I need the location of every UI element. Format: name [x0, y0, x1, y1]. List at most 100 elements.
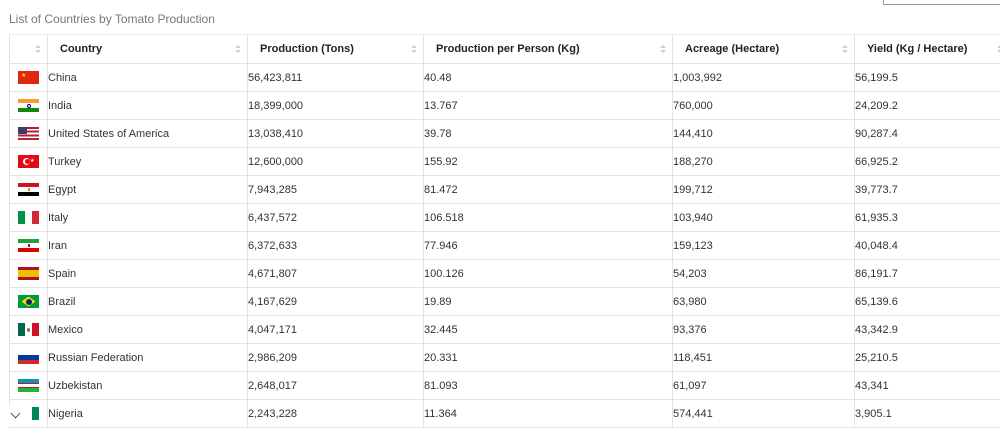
- china-flag-icon: ★: [18, 71, 39, 84]
- flag-cell: [10, 176, 48, 204]
- per-person-cell: 13.767: [424, 92, 673, 120]
- table-header-row: Country Production (Tons) Production per P…: [10, 35, 1000, 64]
- acreage-cell: 188,270: [673, 148, 855, 176]
- flag-cell: [10, 344, 48, 372]
- production-cell: 12,600,000: [248, 148, 424, 176]
- country-cell: Brazil: [48, 288, 248, 316]
- yield-cell: 3,905.1: [855, 400, 1000, 428]
- acreage-cell: 93,376: [673, 316, 855, 344]
- flag-cell: [10, 372, 48, 400]
- per-person-cell: 155.92: [424, 148, 673, 176]
- per-person-cell: 20.331: [424, 344, 673, 372]
- per-person-cell: 81.093: [424, 372, 673, 400]
- production-cell: 4,167,629: [248, 288, 424, 316]
- country-cell: United States of America: [48, 120, 248, 148]
- sort-icon[interactable]: [842, 45, 848, 54]
- per-person-cell: 32.445: [424, 316, 673, 344]
- per-person-cell: 100.126: [424, 260, 673, 288]
- uzbekistan-flag-icon: [18, 379, 39, 392]
- per-person-cell: 11.364: [424, 400, 673, 428]
- production-cell: 4,047,171: [248, 316, 424, 344]
- country-cell: Mexico: [48, 316, 248, 344]
- production-cell: 6,437,572: [248, 204, 424, 232]
- flag-cell: [10, 288, 48, 316]
- yield-column-header[interactable]: Yield (Kg / Hectare): [855, 35, 1000, 64]
- acreage-cell: 144,410: [673, 120, 855, 148]
- column-header-label: [10, 43, 22, 55]
- column-header-label: Production per Person (Kg): [424, 43, 580, 55]
- column-header-label: Acreage (Hectare): [673, 43, 779, 55]
- country-cell: Russian Federation: [48, 344, 248, 372]
- production-cell: 2,243,228: [248, 400, 424, 428]
- per-person-cell: 81.472: [424, 176, 673, 204]
- yield-cell: 39,773.7: [855, 176, 1000, 204]
- sort-icon[interactable]: [235, 45, 241, 54]
- flag-cell: [10, 232, 48, 260]
- yield-cell: 43,342.9: [855, 316, 1000, 344]
- yield-cell: 66,925.2: [855, 148, 1000, 176]
- per-person-column-header[interactable]: Production per Person (Kg): [424, 35, 673, 64]
- brazil-flag-icon: [18, 295, 39, 308]
- production-cell: 2,986,209: [248, 344, 424, 372]
- acreage-cell: 574,441: [673, 400, 855, 428]
- per-person-cell: 40.48: [424, 64, 673, 92]
- per-person-cell: 19.89: [424, 288, 673, 316]
- flag-cell: ★: [10, 64, 48, 92]
- acreage-cell: 1,003,992: [673, 64, 855, 92]
- country-cell: Iran: [48, 232, 248, 260]
- sort-icon[interactable]: [660, 45, 666, 54]
- column-header-label: Country: [48, 43, 102, 55]
- production-cell: 18,399,000: [248, 92, 424, 120]
- yield-cell: 61,935.3: [855, 204, 1000, 232]
- acreage-cell: 760,000: [673, 92, 855, 120]
- acreage-column-header[interactable]: Acreage (Hectare): [673, 35, 855, 64]
- acreage-cell: 103,940: [673, 204, 855, 232]
- acreage-cell: 54,203: [673, 260, 855, 288]
- production-cell: 13,038,410: [248, 120, 424, 148]
- country-cell: Egypt: [48, 176, 248, 204]
- usa-flag-icon: [18, 127, 39, 140]
- sort-icon[interactable]: [411, 45, 417, 54]
- country-cell: China: [48, 64, 248, 92]
- yield-cell: 90,287.4: [855, 120, 1000, 148]
- sort-icon[interactable]: [35, 45, 41, 54]
- tomato-production-table: Country Production (Tons) Production per P…: [9, 34, 1000, 428]
- country-cell: Nigeria: [48, 400, 248, 428]
- table-caption: List of Countries by Tomato Production: [9, 12, 215, 26]
- yield-cell: 43,341: [855, 372, 1000, 400]
- acreage-cell: 63,980: [673, 288, 855, 316]
- column-header-label: Production (Tons): [248, 43, 354, 55]
- yield-cell: 56,199.5: [855, 64, 1000, 92]
- spain-flag-icon: [18, 267, 39, 280]
- expand-button[interactable]: [0, 405, 30, 427]
- production-cell: 2,648,017: [248, 372, 424, 400]
- production-cell: 56,423,811: [248, 64, 424, 92]
- chevron-down-icon: [11, 409, 21, 419]
- flag-column-header[interactable]: [10, 35, 48, 64]
- acreage-cell: 199,712: [673, 176, 855, 204]
- flag-cell: [10, 260, 48, 288]
- acreage-cell: 61,097: [673, 372, 855, 400]
- egypt-flag-icon: [18, 183, 39, 196]
- flag-cell: [10, 120, 48, 148]
- country-cell: India: [48, 92, 248, 120]
- production-column-header[interactable]: Production (Tons): [248, 35, 424, 64]
- russia-flag-icon: [18, 351, 39, 364]
- country-column-header[interactable]: Country: [48, 35, 248, 64]
- acreage-cell: 159,123: [673, 232, 855, 260]
- flag-cell: [10, 316, 48, 344]
- production-cell: 4,671,807: [248, 260, 424, 288]
- country-cell: Uzbekistan: [48, 372, 248, 400]
- country-cell: Turkey: [48, 148, 248, 176]
- top-right-control: [883, 0, 1000, 5]
- column-header-label: Yield (Kg / Hectare): [855, 43, 967, 55]
- italy-flag-icon: [18, 211, 39, 224]
